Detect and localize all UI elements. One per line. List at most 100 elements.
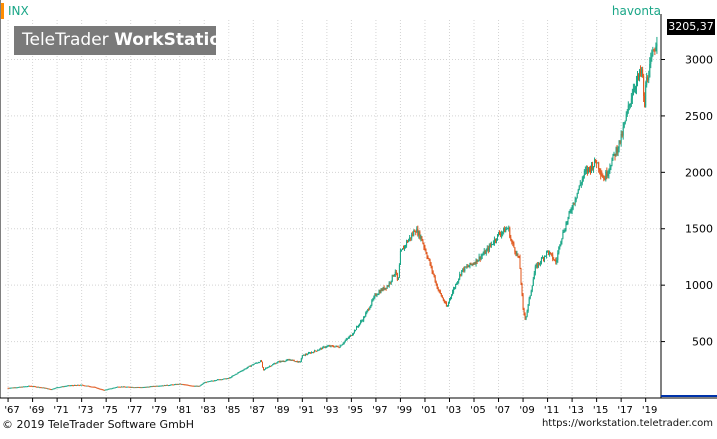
candle-up [578, 185, 580, 190]
candle-down [141, 387, 143, 389]
candle-down [601, 174, 603, 176]
candle-up [365, 313, 367, 317]
candle-down [46, 387, 48, 389]
x-tick-label: '09 [519, 405, 534, 416]
candle-up [233, 374, 235, 376]
candle-up [57, 387, 59, 389]
candle-up [628, 104, 630, 106]
candle-up [179, 383, 181, 385]
candle-down [192, 385, 194, 387]
candle-up [370, 304, 372, 308]
candle-down [536, 264, 538, 268]
x-tick-label: '67 [4, 405, 19, 416]
candle-up [217, 379, 219, 381]
candle-up [397, 277, 399, 280]
candle-down [134, 387, 136, 389]
candle-up [232, 375, 234, 377]
candle-up [56, 387, 58, 389]
candle-up [131, 386, 133, 388]
candle-down [12, 387, 14, 389]
candle-down [72, 385, 74, 387]
candle-up [181, 384, 183, 386]
candle-up [448, 298, 450, 303]
candle-down [225, 378, 227, 380]
candle-up [464, 266, 466, 271]
candle-down [91, 386, 93, 388]
candle-up [344, 340, 346, 342]
candle-down [68, 385, 70, 387]
candle-down [333, 346, 335, 348]
y-tick-label: 1500 [685, 223, 713, 236]
candle-down [589, 167, 591, 171]
candle-up [142, 387, 144, 389]
candle-up [617, 148, 619, 153]
candle-down [183, 384, 185, 386]
candle-down [517, 253, 519, 257]
candle-up [627, 105, 629, 111]
candle-up [594, 159, 596, 167]
candle-up [149, 386, 151, 388]
candle-down [14, 387, 16, 389]
candle-up [398, 265, 400, 278]
candle-up [569, 210, 571, 213]
candle-up [468, 266, 470, 268]
candle-down [41, 387, 43, 389]
candle-up [133, 387, 135, 389]
candle-up [359, 323, 361, 326]
candle-up [364, 316, 366, 318]
candle-down [552, 254, 554, 260]
candle-up [461, 270, 463, 275]
candle-down [189, 385, 191, 387]
x-tick-label: '17 [617, 405, 632, 416]
candle-up [371, 300, 373, 305]
candle-down [509, 227, 511, 238]
candle-down [185, 384, 187, 386]
x-tick-label: '03 [446, 405, 461, 416]
footer-url[interactable]: https://workstation.teletrader.com [541, 418, 713, 429]
candle-down [504, 228, 506, 233]
candle-up [112, 387, 114, 389]
candle-down [603, 177, 605, 180]
candle-up [541, 257, 543, 259]
candle-up [277, 361, 279, 363]
candle-up [390, 280, 392, 283]
y-tick-label: 500 [692, 336, 713, 349]
candle-down [470, 262, 472, 265]
candle-up [170, 384, 172, 386]
candle-up [266, 367, 268, 369]
candle-up [127, 386, 129, 388]
candle-up [469, 262, 471, 267]
candle-down [520, 268, 522, 284]
candle-down [514, 247, 516, 252]
candle-up [323, 346, 325, 348]
candle-down [338, 347, 340, 349]
candle-down [182, 384, 184, 386]
candle-down [178, 383, 180, 385]
candle-down [500, 234, 502, 236]
candle-up [247, 366, 249, 368]
candle-down [438, 289, 440, 291]
candle-down [7, 387, 9, 389]
x-tick-label: '05 [470, 405, 485, 416]
candle-up [244, 368, 246, 370]
candle-down [87, 385, 89, 387]
candle-down [653, 50, 655, 52]
candle-up [17, 387, 19, 389]
candle-down [281, 360, 283, 362]
candle-up [348, 336, 350, 338]
candle-down [467, 266, 469, 268]
x-tick-label: '81 [176, 405, 191, 416]
x-tick-label: '85 [225, 405, 240, 416]
y-tick-label: 1000 [685, 279, 713, 292]
candle-up [311, 352, 313, 354]
candle-up [47, 388, 49, 390]
candle-up [377, 294, 379, 296]
candle-up [363, 317, 365, 321]
candle-up [250, 365, 252, 367]
candle-down [316, 350, 318, 352]
candle-up [508, 227, 510, 229]
candle-down [148, 386, 150, 388]
y-tick-label: 3000 [685, 53, 713, 66]
candle-up [236, 373, 238, 375]
candle-down [642, 69, 644, 77]
